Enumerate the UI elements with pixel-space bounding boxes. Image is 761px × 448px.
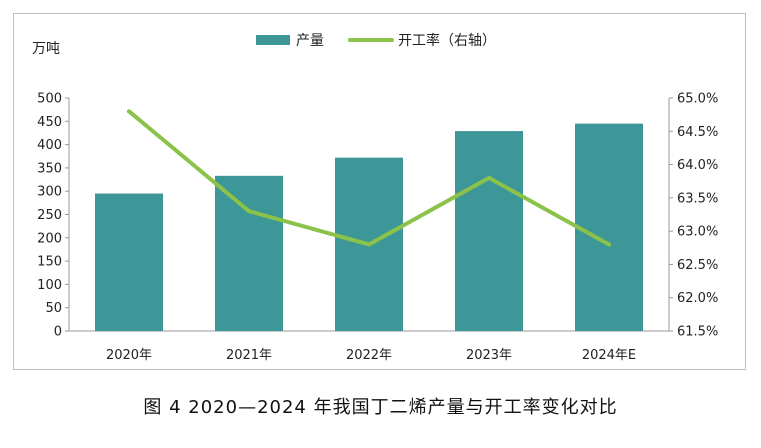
bars: [95, 123, 643, 331]
right-tick-label: 64.0%: [677, 158, 718, 173]
left-tick-label: 500: [37, 92, 62, 107]
line-point-2020年: [127, 109, 131, 114]
figure-caption: 图 4 2020—2024 年我国丁二烯产量与开工率变化对比: [143, 397, 618, 418]
left-axis-unit: 万吨: [32, 41, 60, 57]
line-point-2021年: [247, 209, 251, 214]
bar-2020年: [95, 193, 163, 331]
left-tick-label: 50: [45, 301, 62, 316]
left-tick-label: 0: [54, 325, 62, 340]
left-tick-label: 150: [37, 255, 62, 270]
left-tick-label: 350: [37, 161, 62, 176]
left-tick-label: 450: [37, 115, 62, 130]
right-axis-ticks: 61.5% 62.0% 62.5% 63.0% 63.5% 64.0% 64.5% 65.0%: [669, 92, 718, 340]
bar-2024年E: [575, 123, 643, 331]
right-tick-label: 63.0%: [677, 225, 718, 240]
x-tick-label: 2020年: [106, 348, 152, 363]
bar-2021年: [215, 175, 283, 331]
legend-bar-label: 产量: [296, 33, 324, 49]
right-tick-label: 64.5%: [677, 125, 718, 140]
legend: 产量 开工率（右轴）: [256, 32, 496, 49]
chart-frame: 产量 开工率（右轴） 万吨 0 50 100 150 200 250 300 350 400 45…: [13, 13, 746, 370]
left-axis-ticks: 0 50 100 150 200 250 300 350 400 450 500: [37, 92, 69, 340]
x-tick-label: 2024年E: [582, 348, 636, 363]
x-tick-label: 2023年: [466, 348, 512, 363]
line-series: [127, 109, 611, 247]
bar-2023年: [455, 131, 523, 331]
x-tick-label: 2021年: [226, 348, 272, 363]
left-tick-label: 100: [37, 278, 62, 293]
legend-line-label: 开工率（右轴）: [398, 32, 496, 49]
x-tick-label: 2022年: [346, 348, 392, 363]
right-tick-label: 65.0%: [677, 92, 718, 107]
left-tick-label: 300: [37, 185, 62, 200]
left-tick-label: 200: [37, 231, 62, 246]
right-tick-label: 61.5%: [677, 325, 718, 340]
left-tick-label: 400: [37, 138, 62, 153]
legend-bar-swatch: [256, 35, 290, 45]
right-tick-label: 62.5%: [677, 258, 718, 273]
right-tick-label: 63.5%: [677, 191, 718, 206]
right-tick-label: 62.0%: [677, 291, 718, 306]
x-axis-ticks: 2020年 2021年 2022年 2023年 2024年E: [106, 348, 636, 363]
line-point-2024年E: [607, 242, 611, 247]
chart-svg: 产量 开工率（右轴） 万吨 0 50 100 150 200 250 300 350 400 45…: [32, 32, 718, 363]
left-tick-label: 250: [37, 208, 62, 223]
line-point-2022年: [367, 242, 371, 247]
line-point-2023年: [487, 175, 491, 180]
